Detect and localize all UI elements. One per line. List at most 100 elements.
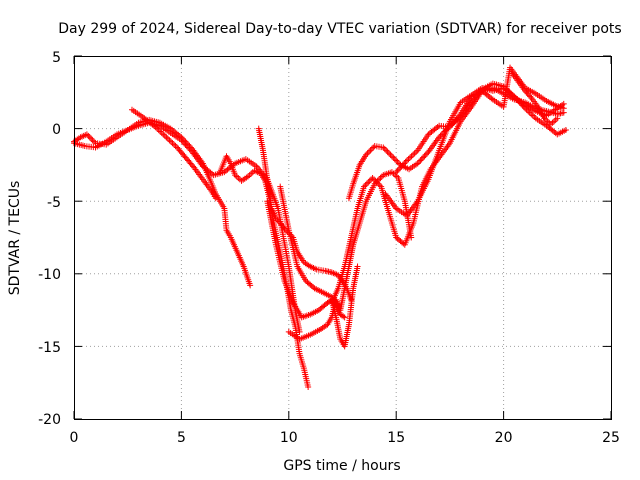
data-point bbox=[437, 132, 444, 139]
data-point bbox=[310, 284, 317, 291]
data-point bbox=[363, 180, 370, 187]
data-point bbox=[371, 176, 378, 183]
series-track-3 bbox=[71, 116, 254, 289]
data-point bbox=[369, 174, 376, 181]
data-point bbox=[367, 147, 374, 154]
data-point bbox=[524, 90, 531, 97]
data-point bbox=[183, 140, 190, 147]
data-point bbox=[373, 179, 380, 186]
data-point bbox=[366, 177, 373, 184]
y-tick-label: 0 bbox=[52, 122, 61, 138]
data-point bbox=[274, 217, 281, 224]
data-point bbox=[527, 93, 534, 100]
data-point bbox=[365, 179, 372, 186]
data-point bbox=[522, 87, 529, 94]
data-point bbox=[375, 180, 382, 187]
x-tick-labels: 0 5 10 15 20 25 bbox=[70, 430, 620, 446]
y-axis-label: SDTVAR / TECUs bbox=[7, 181, 23, 296]
series-track-9 bbox=[328, 84, 567, 306]
data-point bbox=[186, 143, 193, 150]
x-tick-label: 5 bbox=[177, 430, 186, 446]
data-point bbox=[364, 150, 371, 157]
data-point bbox=[181, 137, 188, 144]
data-point bbox=[436, 134, 443, 141]
data-point bbox=[363, 151, 370, 158]
data-point bbox=[381, 145, 388, 152]
data-point bbox=[401, 160, 408, 167]
y-tick-label: 5 bbox=[52, 50, 61, 66]
data-point bbox=[407, 154, 414, 161]
data-point bbox=[365, 148, 372, 155]
data-point bbox=[185, 141, 192, 148]
data-point bbox=[396, 160, 403, 167]
data-points bbox=[71, 64, 569, 391]
data-point bbox=[416, 158, 423, 165]
data-point bbox=[384, 148, 391, 155]
data-point bbox=[340, 313, 347, 320]
data-point bbox=[393, 157, 400, 164]
x-tick-label: 20 bbox=[495, 430, 513, 446]
data-point bbox=[85, 132, 92, 139]
x-tick-label: 25 bbox=[602, 430, 620, 446]
data-point bbox=[86, 134, 93, 141]
data-point bbox=[280, 224, 287, 231]
data-point bbox=[417, 157, 424, 164]
data-point bbox=[394, 167, 401, 174]
data-point bbox=[383, 147, 390, 154]
data-point bbox=[167, 138, 174, 145]
data-point bbox=[360, 183, 367, 190]
y-tick-labels: 5 0 -5 -10 -15 -20 bbox=[38, 50, 61, 428]
data-point bbox=[531, 113, 538, 120]
data-point bbox=[523, 89, 530, 96]
data-point bbox=[562, 127, 569, 134]
data-point bbox=[247, 282, 254, 289]
data-point bbox=[172, 143, 179, 150]
data-point bbox=[376, 182, 383, 189]
chart-title: Day 299 of 2024, Sidereal Day-to-day VTE… bbox=[58, 21, 621, 37]
plot-frame bbox=[74, 56, 612, 420]
data-point bbox=[525, 92, 532, 99]
data-point bbox=[83, 131, 90, 138]
data-point bbox=[305, 384, 312, 391]
data-point bbox=[403, 157, 410, 164]
data-point bbox=[179, 135, 186, 142]
data-point bbox=[414, 160, 421, 167]
data-point bbox=[275, 218, 282, 225]
x-tick-label: 0 bbox=[70, 430, 79, 446]
x-axis-label: GPS time / hours bbox=[283, 458, 400, 474]
data-point bbox=[402, 158, 409, 165]
series-track-13 bbox=[509, 70, 561, 128]
data-point bbox=[169, 140, 176, 147]
data-point bbox=[88, 135, 95, 142]
data-point bbox=[405, 156, 412, 163]
data-point bbox=[421, 153, 428, 160]
data-point bbox=[554, 115, 561, 122]
series-track-1 bbox=[71, 119, 303, 335]
y-tick-label: -20 bbox=[38, 412, 61, 428]
data-point bbox=[187, 144, 194, 151]
data-point bbox=[89, 137, 96, 144]
data-point bbox=[398, 163, 405, 170]
data-point bbox=[394, 158, 401, 165]
data-point bbox=[178, 134, 185, 141]
x-tick-label: 10 bbox=[280, 430, 298, 446]
data-point bbox=[408, 153, 415, 160]
data-point bbox=[380, 144, 387, 151]
data-point bbox=[377, 174, 384, 181]
y-tick-label: -10 bbox=[38, 267, 61, 283]
data-point bbox=[529, 112, 536, 119]
data-point bbox=[163, 134, 170, 141]
data-point bbox=[420, 154, 427, 161]
y-tick-label: -15 bbox=[38, 340, 61, 356]
data-point bbox=[368, 145, 375, 152]
data-point bbox=[560, 100, 567, 107]
data-point bbox=[393, 169, 400, 176]
data-point bbox=[411, 150, 418, 157]
data-point bbox=[422, 151, 429, 158]
data-point bbox=[190, 163, 197, 170]
data-point bbox=[182, 138, 189, 145]
series-track-7 bbox=[285, 169, 415, 343]
data-point bbox=[399, 161, 406, 168]
data-point bbox=[386, 150, 393, 157]
data-point bbox=[391, 156, 398, 163]
